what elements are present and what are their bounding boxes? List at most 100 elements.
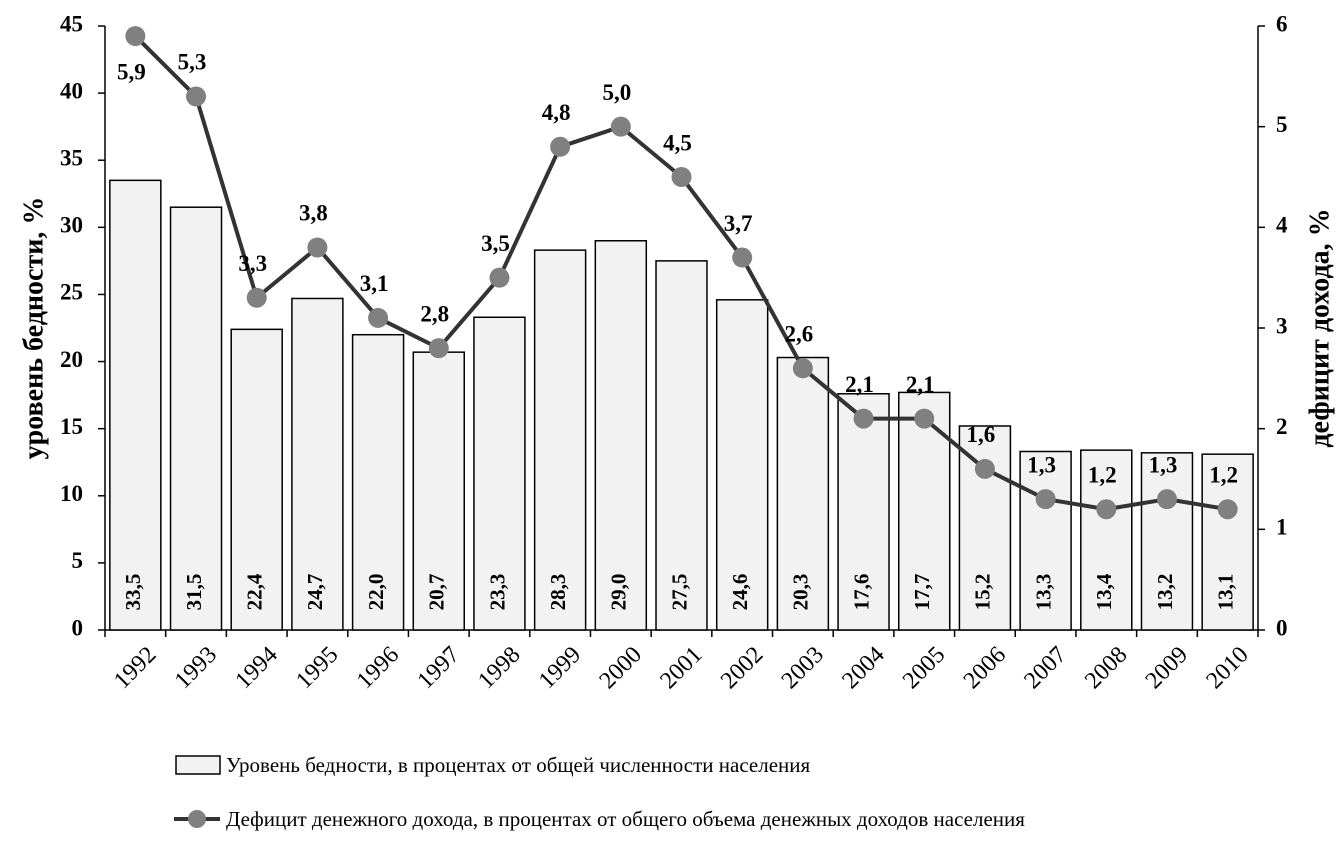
y-tick-label: 40	[60, 78, 83, 103]
line-value-label: 2,1	[906, 372, 935, 397]
line-value-label: 1,3	[1027, 452, 1056, 477]
line-value-label: 1,2	[1088, 462, 1117, 487]
line-marker	[853, 408, 874, 429]
line-marker	[489, 267, 510, 288]
line-value-label: 3,7	[724, 211, 753, 236]
bar	[351, 333, 405, 631]
x-tick-label: 1998	[473, 642, 525, 694]
x-tick-label: 1992	[109, 642, 161, 694]
legend-item: Дефицит денежного дохода, в процентах от…	[170, 806, 1126, 832]
line-value-label: 3,3	[238, 251, 267, 276]
x-tick-label: 2010	[1201, 642, 1253, 694]
legend: Уровень бедности, в процентах от общей ч…	[170, 752, 1126, 860]
bar	[291, 297, 344, 631]
line-marker	[1217, 499, 1238, 520]
bar	[1019, 450, 1072, 631]
y-tick-label: 15	[60, 414, 83, 439]
x-tick-label: 1996	[352, 642, 404, 694]
line-value-label: 5,3	[178, 50, 207, 75]
y-tick-label: 35	[60, 146, 83, 171]
y-tick-label: 0	[72, 615, 84, 640]
line-value-label: 1,2	[1209, 462, 1238, 487]
y-tick-label: 30	[60, 213, 83, 238]
bar-value-label: 22,4	[243, 573, 267, 610]
bar-value-label: 13,4	[1092, 573, 1116, 610]
y2-tick-label: 1	[1276, 515, 1288, 540]
x-tick-label: 1993	[170, 642, 222, 694]
y2-tick-label: 6	[1276, 11, 1288, 36]
x-tick-label: 2001	[655, 642, 707, 694]
bar-value-label: 17,6	[849, 574, 873, 611]
bar-value-label: 31,5	[182, 574, 206, 611]
y-tick-label: 10	[60, 481, 83, 506]
y2-tick-label: 5	[1276, 112, 1288, 137]
line-marker	[1156, 489, 1177, 510]
bar-value-label: 13,3	[1031, 574, 1055, 611]
line-marker	[974, 458, 995, 479]
y2-tick-label: 4	[1276, 213, 1288, 238]
legend-swatch	[175, 755, 221, 775]
line-value-label: 1,3	[1149, 452, 1178, 477]
line-value-label: 2,8	[420, 301, 449, 326]
x-tick-label: 2008	[1080, 642, 1132, 694]
line-marker	[1096, 499, 1117, 520]
bar-value-label: 33,5	[121, 574, 145, 611]
y2-axis-title: дефицит дохода, %	[1304, 208, 1335, 447]
x-tick-label: 1994	[231, 642, 283, 694]
line-marker	[368, 307, 389, 328]
bar-value-label: 13,2	[1153, 574, 1177, 611]
bar	[169, 206, 223, 631]
bar-value-label: 24,7	[303, 574, 327, 611]
bar	[533, 249, 587, 631]
line-marker	[186, 86, 207, 107]
line-marker	[914, 408, 935, 429]
x-tick-label: 1999	[534, 642, 586, 694]
line-value-label: 2,1	[845, 372, 874, 397]
line-marker	[732, 247, 753, 268]
y2-tick-label: 2	[1276, 414, 1288, 439]
bar-value-label: 22,0	[364, 574, 388, 611]
bar	[473, 316, 526, 631]
bar-value-label: 29,0	[607, 574, 631, 611]
line-value-label: 4,8	[542, 100, 571, 125]
line-value-label: 5,9	[117, 59, 146, 84]
y2-tick-label: 3	[1276, 313, 1288, 338]
line-marker	[307, 237, 328, 258]
bar-value-label: 28,3	[546, 574, 570, 611]
line-value-label: 2,6	[784, 322, 813, 347]
bar	[109, 179, 162, 631]
x-tick-label: 1997	[413, 642, 465, 694]
bar-value-label: 20,7	[425, 574, 449, 611]
y-tick-label: 45	[60, 11, 83, 36]
y-tick-label: 20	[60, 347, 83, 372]
line-marker	[550, 136, 571, 157]
x-tick-label: 2004	[837, 642, 889, 694]
bar	[837, 393, 890, 631]
y2-tick-label: 0	[1276, 615, 1288, 640]
bar-value-label: 24,6	[728, 574, 752, 611]
y-tick-label: 25	[60, 280, 83, 305]
bar	[230, 328, 283, 631]
line-marker	[428, 338, 449, 359]
bar-value-label: 15,2	[971, 574, 995, 611]
x-tick-label: 2003	[777, 642, 829, 694]
bar	[594, 240, 648, 631]
x-tick-label: 2005	[898, 642, 950, 694]
chart: уровень бедности, % дефицит дохода, % 0 5…	[18, 11, 1335, 694]
legend-swatch	[174, 810, 220, 828]
bar	[1140, 452, 1194, 631]
x-tick-label: 1995	[291, 642, 343, 694]
x-tick-label: 2002	[716, 642, 768, 694]
bar-value-label: 20,3	[789, 574, 813, 611]
line-value-label: 1,6	[967, 422, 996, 447]
bar	[412, 351, 466, 631]
bar-value-label: 17,7	[910, 574, 934, 611]
bar-value-label: 23,3	[485, 574, 509, 611]
bar	[1080, 449, 1133, 631]
line-value-label: 4,5	[663, 130, 692, 155]
line-marker	[246, 287, 267, 308]
y-axis-title: уровень бедности, %	[18, 197, 49, 460]
bar-value-label: 27,5	[667, 574, 691, 611]
line-marker	[1035, 489, 1056, 510]
line-value-label: 3,1	[360, 271, 389, 296]
